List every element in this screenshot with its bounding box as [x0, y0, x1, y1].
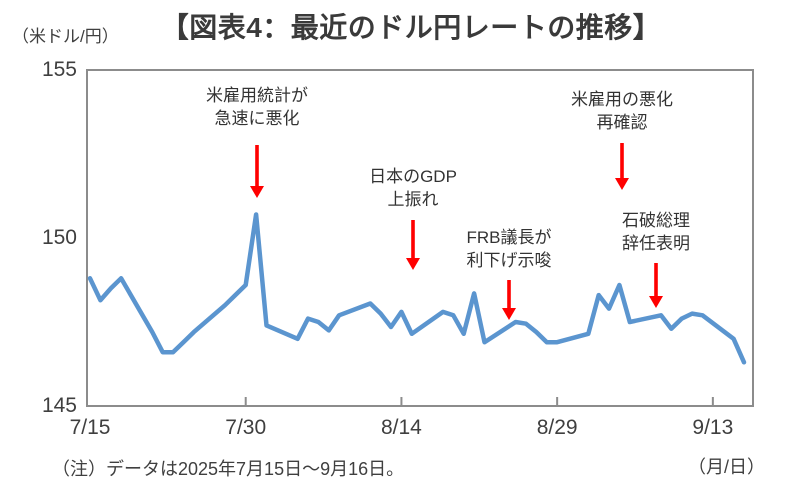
- event-annotation-line: 米雇用統計が: [206, 86, 308, 105]
- event-annotation: 石破総理 辞任表明: [571, 209, 741, 255]
- x-tick-label: 7/15: [69, 416, 111, 439]
- source-note: （注）データは2025年7月15日～9月16日。: [52, 459, 405, 479]
- event-annotation-line: 米雇用の悪化: [571, 90, 673, 109]
- event-annotation-line: 日本のGDP: [369, 167, 457, 186]
- x-tick-label: 8/14: [380, 416, 422, 439]
- annotation-arrow-shaft: [255, 145, 259, 188]
- x-tick-label: 8/29: [536, 416, 578, 439]
- annotation-arrow-shaft: [411, 220, 415, 260]
- x-tick-label: 9/13: [692, 416, 734, 439]
- annotation-arrow-shaft: [654, 263, 658, 298]
- y-tick-label: 150: [41, 226, 77, 249]
- y-tick-label: 155: [41, 58, 77, 81]
- event-annotation-line: 上振れ: [387, 190, 439, 209]
- annotation-arrow-head: [649, 296, 663, 308]
- annotation-arrow-head: [406, 258, 420, 270]
- plot-frame: [86, 69, 754, 407]
- event-annotation: 日本のGDP 上振れ: [328, 165, 498, 211]
- annotation-arrow-shaft: [620, 143, 624, 180]
- annotation-arrow-shaft: [507, 280, 511, 310]
- event-annotation: 米雇用の悪化 再確認: [537, 88, 707, 134]
- event-annotation-line: 辞任表明: [622, 234, 690, 253]
- event-annotation-line: FRB議長が: [466, 228, 552, 247]
- event-annotation-line: 再確認: [596, 113, 648, 132]
- event-annotation-line: 石破総理: [622, 211, 690, 230]
- event-annotation: FRB議長が 利下げ示唆: [424, 226, 594, 272]
- x-axis-unit-label: （月/日）: [687, 457, 765, 477]
- usdjpy-price-line: [87, 212, 747, 365]
- annotation-arrow-head: [250, 186, 264, 198]
- y-tick-label: 145: [41, 394, 77, 417]
- x-tick-label: 7/30: [225, 416, 267, 439]
- event-annotation: 米雇用統計が 急速に悪化: [172, 84, 342, 130]
- event-annotation-line: 利下げ示唆: [466, 251, 552, 270]
- y-axis-unit-label: （米ドル/円）: [12, 27, 119, 46]
- chart-title: 【図表4：最近のドル円レートの推移】: [160, 12, 662, 43]
- annotation-arrow-head: [502, 308, 516, 320]
- event-annotation-line: 急速に悪化: [214, 109, 300, 128]
- annotation-arrow-head: [615, 178, 629, 190]
